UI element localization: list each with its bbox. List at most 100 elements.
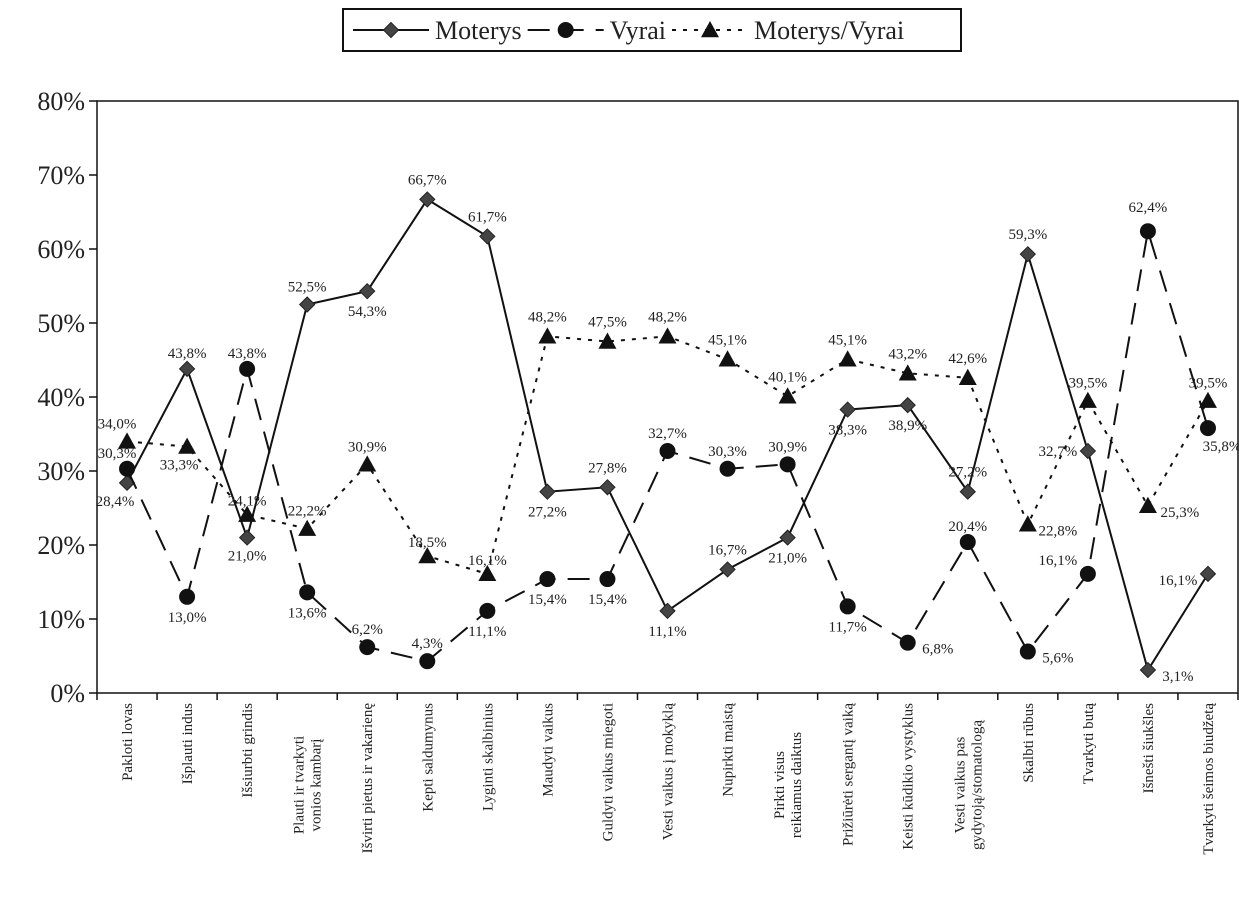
data-point	[719, 561, 736, 578]
y-tick-label: 30%	[37, 457, 85, 486]
data-label: 28,4%	[96, 494, 135, 510]
data-point	[238, 505, 257, 522]
x-tick-label: reikiamus daiktus	[789, 732, 805, 838]
data-label: 38,3%	[828, 423, 867, 439]
data-label: 27,2%	[948, 465, 987, 481]
data-point	[478, 564, 497, 582]
data-point	[359, 282, 376, 300]
data-label: 22,8%	[1038, 523, 1077, 539]
data-label: 22,2%	[288, 504, 327, 520]
data-label: 11,1%	[468, 624, 506, 640]
data-point	[1199, 565, 1217, 583]
data-point	[299, 584, 316, 601]
x-tick-label: Keisti kūdikio vystyklus	[901, 703, 917, 850]
data-label: 25,3%	[1161, 505, 1200, 521]
x-tick-label: Vesti vaikus pas	[952, 737, 968, 834]
data-label: 59,3%	[1008, 227, 1047, 243]
x-tick-label-group: Keisti kūdikio vystyklus	[901, 703, 917, 850]
data-label: 16,1%	[468, 553, 507, 569]
x-tick-label: Lyginti skalbinius	[480, 703, 496, 811]
plot-frame	[96, 100, 1239, 694]
x-tick-label-group: Išplauti indus	[180, 703, 196, 784]
data-point	[899, 634, 916, 651]
y-tick-label: 20%	[37, 531, 85, 560]
x-tick-label-group: Nupirkti maistą	[721, 703, 737, 797]
data-label: 15,4%	[588, 592, 627, 608]
data-label: 24,1%	[228, 494, 267, 510]
data-label: 6,2%	[352, 622, 383, 638]
data-point	[779, 529, 796, 546]
data-label: 62,4%	[1129, 200, 1168, 216]
data-point	[898, 364, 917, 381]
data-label: 3,1%	[1162, 669, 1193, 685]
data-label: 33,3%	[160, 458, 199, 474]
data-label: 16,7%	[708, 542, 747, 558]
x-tick-label-group: Skalbti rūbus	[1021, 703, 1037, 783]
x-tick-label-group: Išnešti šiukšles	[1141, 703, 1157, 794]
x-tick-label: Išnešti šiukšles	[1141, 703, 1157, 794]
x-tick-label: Tvarkyti butą	[1081, 703, 1097, 785]
data-point	[418, 547, 437, 564]
x-tick-label: Maudyti vaikus	[540, 703, 556, 797]
x-tick-label-group: Išsiurbti grindis	[240, 703, 256, 798]
x-tick-label: Skalbti rūbus	[1021, 703, 1037, 783]
data-label: 39,5%	[1068, 376, 1107, 392]
legend-label: Moterys/Vyrai	[754, 16, 904, 45]
x-tick-label-group: Vesti vaikus pas gydytoją/stomatologą	[952, 720, 985, 850]
y-tick-label: 60%	[37, 235, 85, 264]
data-label: 48,2%	[528, 309, 567, 325]
data-label: 4,3%	[412, 636, 443, 652]
legend-marker	[557, 22, 574, 38]
x-tick-label: gydytoją/stomatologą	[969, 720, 985, 850]
data-label: 30,9%	[768, 439, 807, 455]
data-point	[598, 332, 617, 349]
data-label: 52,5%	[288, 280, 327, 296]
x-tick-label: Pakloti lovas	[120, 703, 136, 781]
data-label: 39,5%	[1189, 376, 1228, 392]
data-label: 61,7%	[468, 209, 507, 225]
data-point	[839, 401, 856, 418]
data-label: 48,2%	[648, 309, 687, 325]
data-point	[658, 327, 677, 344]
data-point	[298, 519, 317, 536]
data-point	[1079, 442, 1097, 460]
data-label: 43,8%	[228, 346, 267, 362]
data-point	[1199, 420, 1216, 437]
data-point	[718, 350, 737, 367]
data-label: 38,9%	[888, 418, 927, 434]
data-point	[479, 602, 496, 619]
y-tick-label: 0%	[50, 679, 85, 708]
data-point	[779, 456, 796, 473]
x-tick-label: Guldyti vaikus miegoti	[600, 703, 616, 841]
data-label: 21,0%	[768, 551, 807, 567]
data-label: 47,5%	[588, 315, 627, 331]
legend: Moterys Vyrai Moterys/Vyrai	[342, 8, 962, 52]
legend-marker	[382, 21, 400, 39]
data-label: 66,7%	[408, 172, 447, 188]
legend-label: Moterys	[435, 16, 522, 45]
data-point	[659, 602, 676, 620]
x-tick-label: Plauti ir tvarkyti	[292, 736, 308, 834]
data-label: 27,2%	[528, 505, 567, 521]
data-label: 35,8%	[1203, 439, 1239, 455]
data-point	[1139, 661, 1157, 679]
data-label: 15,4%	[528, 592, 567, 608]
data-label: 20,4%	[948, 519, 987, 535]
data-point	[1079, 565, 1096, 582]
data-label: 11,1%	[648, 624, 686, 640]
data-point	[358, 455, 377, 472]
x-tick-label-group: Pakloti lovas	[120, 703, 136, 781]
x-tick-label-group: Kepti saldumynus	[420, 703, 436, 812]
x-tick-label-group: Vesti vaikus į mokyklą	[661, 703, 677, 840]
data-label: 54,3%	[348, 304, 387, 320]
x-tick-label: Išsiurbti grindis	[240, 703, 256, 798]
data-label: 5,6%	[1042, 651, 1073, 667]
data-point	[778, 387, 797, 404]
y-tick-label: 40%	[37, 383, 85, 412]
x-tick-label-group: Plauti ir tvarkyti vonios kambarį	[292, 736, 325, 834]
data-point	[238, 529, 256, 546]
data-point	[1138, 496, 1157, 513]
x-tick-label: vonios kambarį	[309, 739, 325, 832]
data-point	[719, 460, 736, 477]
